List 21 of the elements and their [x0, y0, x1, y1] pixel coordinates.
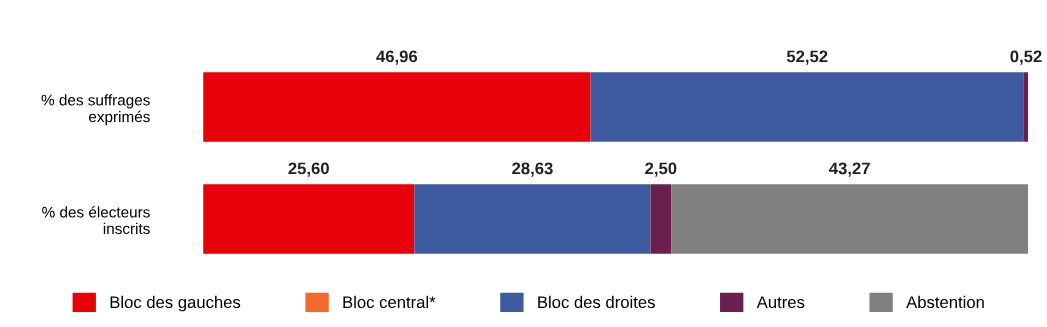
data-label: 46,96	[376, 50, 418, 65]
legend-label: Autres	[756, 296, 805, 309]
legend-label: Bloc des gauches	[110, 295, 241, 312]
bar	[1023, 72, 1029, 142]
bar	[203, 184, 415, 254]
bar	[590, 72, 1024, 142]
legend-label: Bloc central*	[343, 295, 436, 309]
data-label: 43,27	[829, 162, 870, 177]
data-label: 28,63	[512, 162, 553, 177]
bar	[650, 184, 672, 254]
data-label: 2,50	[645, 162, 677, 177]
bar	[671, 184, 1029, 254]
bar	[203, 72, 591, 142]
legend-label: Abstention	[906, 295, 984, 309]
legend-label: Bloc des droites	[538, 295, 655, 309]
y-tick-label: % des électeurs inscrits	[42, 206, 150, 235]
data-label: 25,60	[288, 162, 329, 177]
data-label: 52,52	[786, 50, 828, 65]
data-label: 0,52	[1010, 50, 1042, 65]
bar	[414, 184, 651, 254]
y-tick-label: % des suffrages exprimés	[41, 94, 150, 126]
